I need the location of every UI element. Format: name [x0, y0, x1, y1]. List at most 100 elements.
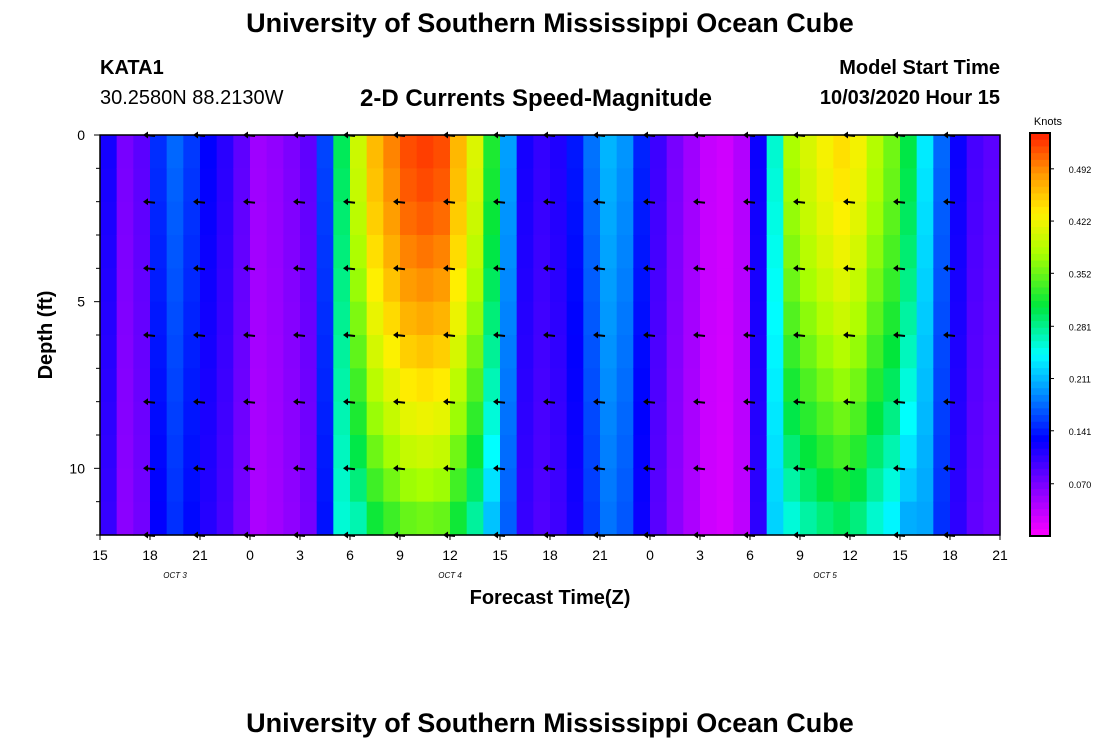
heatmap-cell	[216, 135, 234, 169]
heatmap-cell	[733, 235, 751, 269]
arrow-head	[643, 331, 648, 339]
footer-title: University of Southern Mississippi Ocean…	[246, 708, 854, 738]
heatmap-cell	[450, 501, 468, 536]
date-label: OCT 5	[813, 571, 837, 580]
current-arrow	[893, 331, 906, 339]
heatmap-cell	[583, 268, 601, 303]
heatmap-cell	[683, 235, 701, 269]
heatmap-cell	[950, 201, 968, 236]
current-arrow	[293, 331, 306, 339]
heatmap-cell	[966, 135, 984, 169]
heatmap-cell	[966, 268, 984, 303]
arrow-head	[443, 331, 448, 339]
heatmap-cell	[616, 401, 634, 436]
arrow-head	[943, 331, 948, 339]
heatmap-cell	[916, 235, 934, 269]
heatmap-cell	[283, 168, 301, 203]
heatmap-cell	[383, 501, 401, 536]
heatmap-cell	[700, 468, 718, 503]
heatmap-cell	[783, 335, 801, 369]
heatmap-cell	[866, 268, 884, 303]
heatmap-cell	[850, 235, 868, 269]
heatmap-cell	[850, 201, 868, 236]
heatmap-cell	[816, 135, 834, 169]
heatmap-cell	[600, 335, 618, 369]
current-arrow	[493, 331, 506, 339]
heatmap-cell	[533, 368, 551, 403]
heatmap-cell	[833, 368, 851, 403]
colorbar-segment	[1030, 509, 1050, 517]
y-tick-label: 5	[77, 294, 85, 310]
heatmap-cell	[716, 468, 734, 503]
heatmap-cell	[916, 335, 934, 369]
heatmap-cell	[466, 235, 484, 269]
heatmap-cell	[700, 135, 718, 169]
heatmap-cell	[933, 368, 951, 403]
colorbar-segment	[1030, 153, 1050, 161]
current-arrow	[693, 264, 706, 272]
heatmap-cell	[116, 168, 134, 203]
arrow-head	[593, 264, 598, 272]
heatmap-cell	[633, 468, 651, 503]
heatmap-cell	[100, 335, 118, 369]
heatmap-cell	[316, 401, 334, 436]
heatmap-cell	[633, 168, 651, 203]
heatmap-cell	[933, 268, 951, 303]
heatmap-cell	[983, 435, 1001, 469]
heatmap-cell	[300, 401, 318, 436]
heatmap-cell	[566, 268, 584, 303]
heatmap-cell	[316, 335, 334, 369]
heatmap-cell	[366, 401, 384, 436]
heatmap-cell	[216, 501, 234, 536]
heatmap-cell	[650, 135, 668, 169]
heatmap-cell	[416, 201, 434, 236]
heatmap-cell	[433, 401, 451, 436]
heatmap-cell	[233, 168, 251, 203]
heatmap-cell	[883, 401, 901, 436]
heatmap-cell	[866, 168, 884, 203]
heatmap-cell	[300, 201, 318, 236]
heatmap-cell	[300, 435, 318, 469]
colorbar-segment	[1030, 495, 1050, 504]
x-tick-label: 18	[942, 547, 958, 563]
colorbar-segment	[1030, 435, 1050, 443]
heatmap-cell	[700, 168, 718, 203]
heatmap-cell	[166, 368, 184, 403]
heatmap-cell	[850, 135, 868, 169]
arrow-head	[543, 331, 548, 339]
heatmap-cell	[100, 468, 118, 503]
heatmap-cell	[233, 501, 251, 536]
heatmap-cell	[350, 301, 368, 336]
heatmap-cell	[833, 135, 851, 169]
station-id: KATA1	[100, 57, 164, 79]
arrow-head	[193, 398, 198, 406]
current-arrow	[693, 464, 706, 472]
heatmap-cell	[133, 235, 151, 269]
heatmap-cell	[216, 268, 234, 303]
arrow-head	[643, 398, 648, 406]
colorbar-segment	[1030, 287, 1050, 295]
heatmap-cell	[666, 135, 684, 169]
heatmap-cell	[300, 168, 318, 203]
heatmap-cell	[666, 235, 684, 269]
heatmap-cell	[200, 468, 218, 503]
heatmap-cell	[950, 335, 968, 369]
current-arrow	[293, 264, 306, 272]
arrow-head	[793, 331, 798, 339]
heatmap-cell	[183, 235, 201, 269]
arrow-head	[693, 398, 698, 406]
arrow-head	[193, 264, 198, 272]
heatmap-cell	[800, 168, 818, 203]
arrow-head	[343, 264, 348, 272]
heatmap-cell	[550, 435, 568, 469]
heatmap-cell	[950, 368, 968, 403]
heatmap-cell	[500, 368, 518, 403]
heatmap-cell	[983, 201, 1001, 236]
heatmap-cell	[150, 435, 168, 469]
x-tick-label: 21	[192, 547, 208, 563]
heatmap-cell	[733, 335, 751, 369]
heatmap-cell	[366, 301, 384, 336]
heatmap-cell	[616, 168, 634, 203]
current-arrow	[643, 398, 656, 406]
colorbar-segment	[1030, 200, 1050, 208]
